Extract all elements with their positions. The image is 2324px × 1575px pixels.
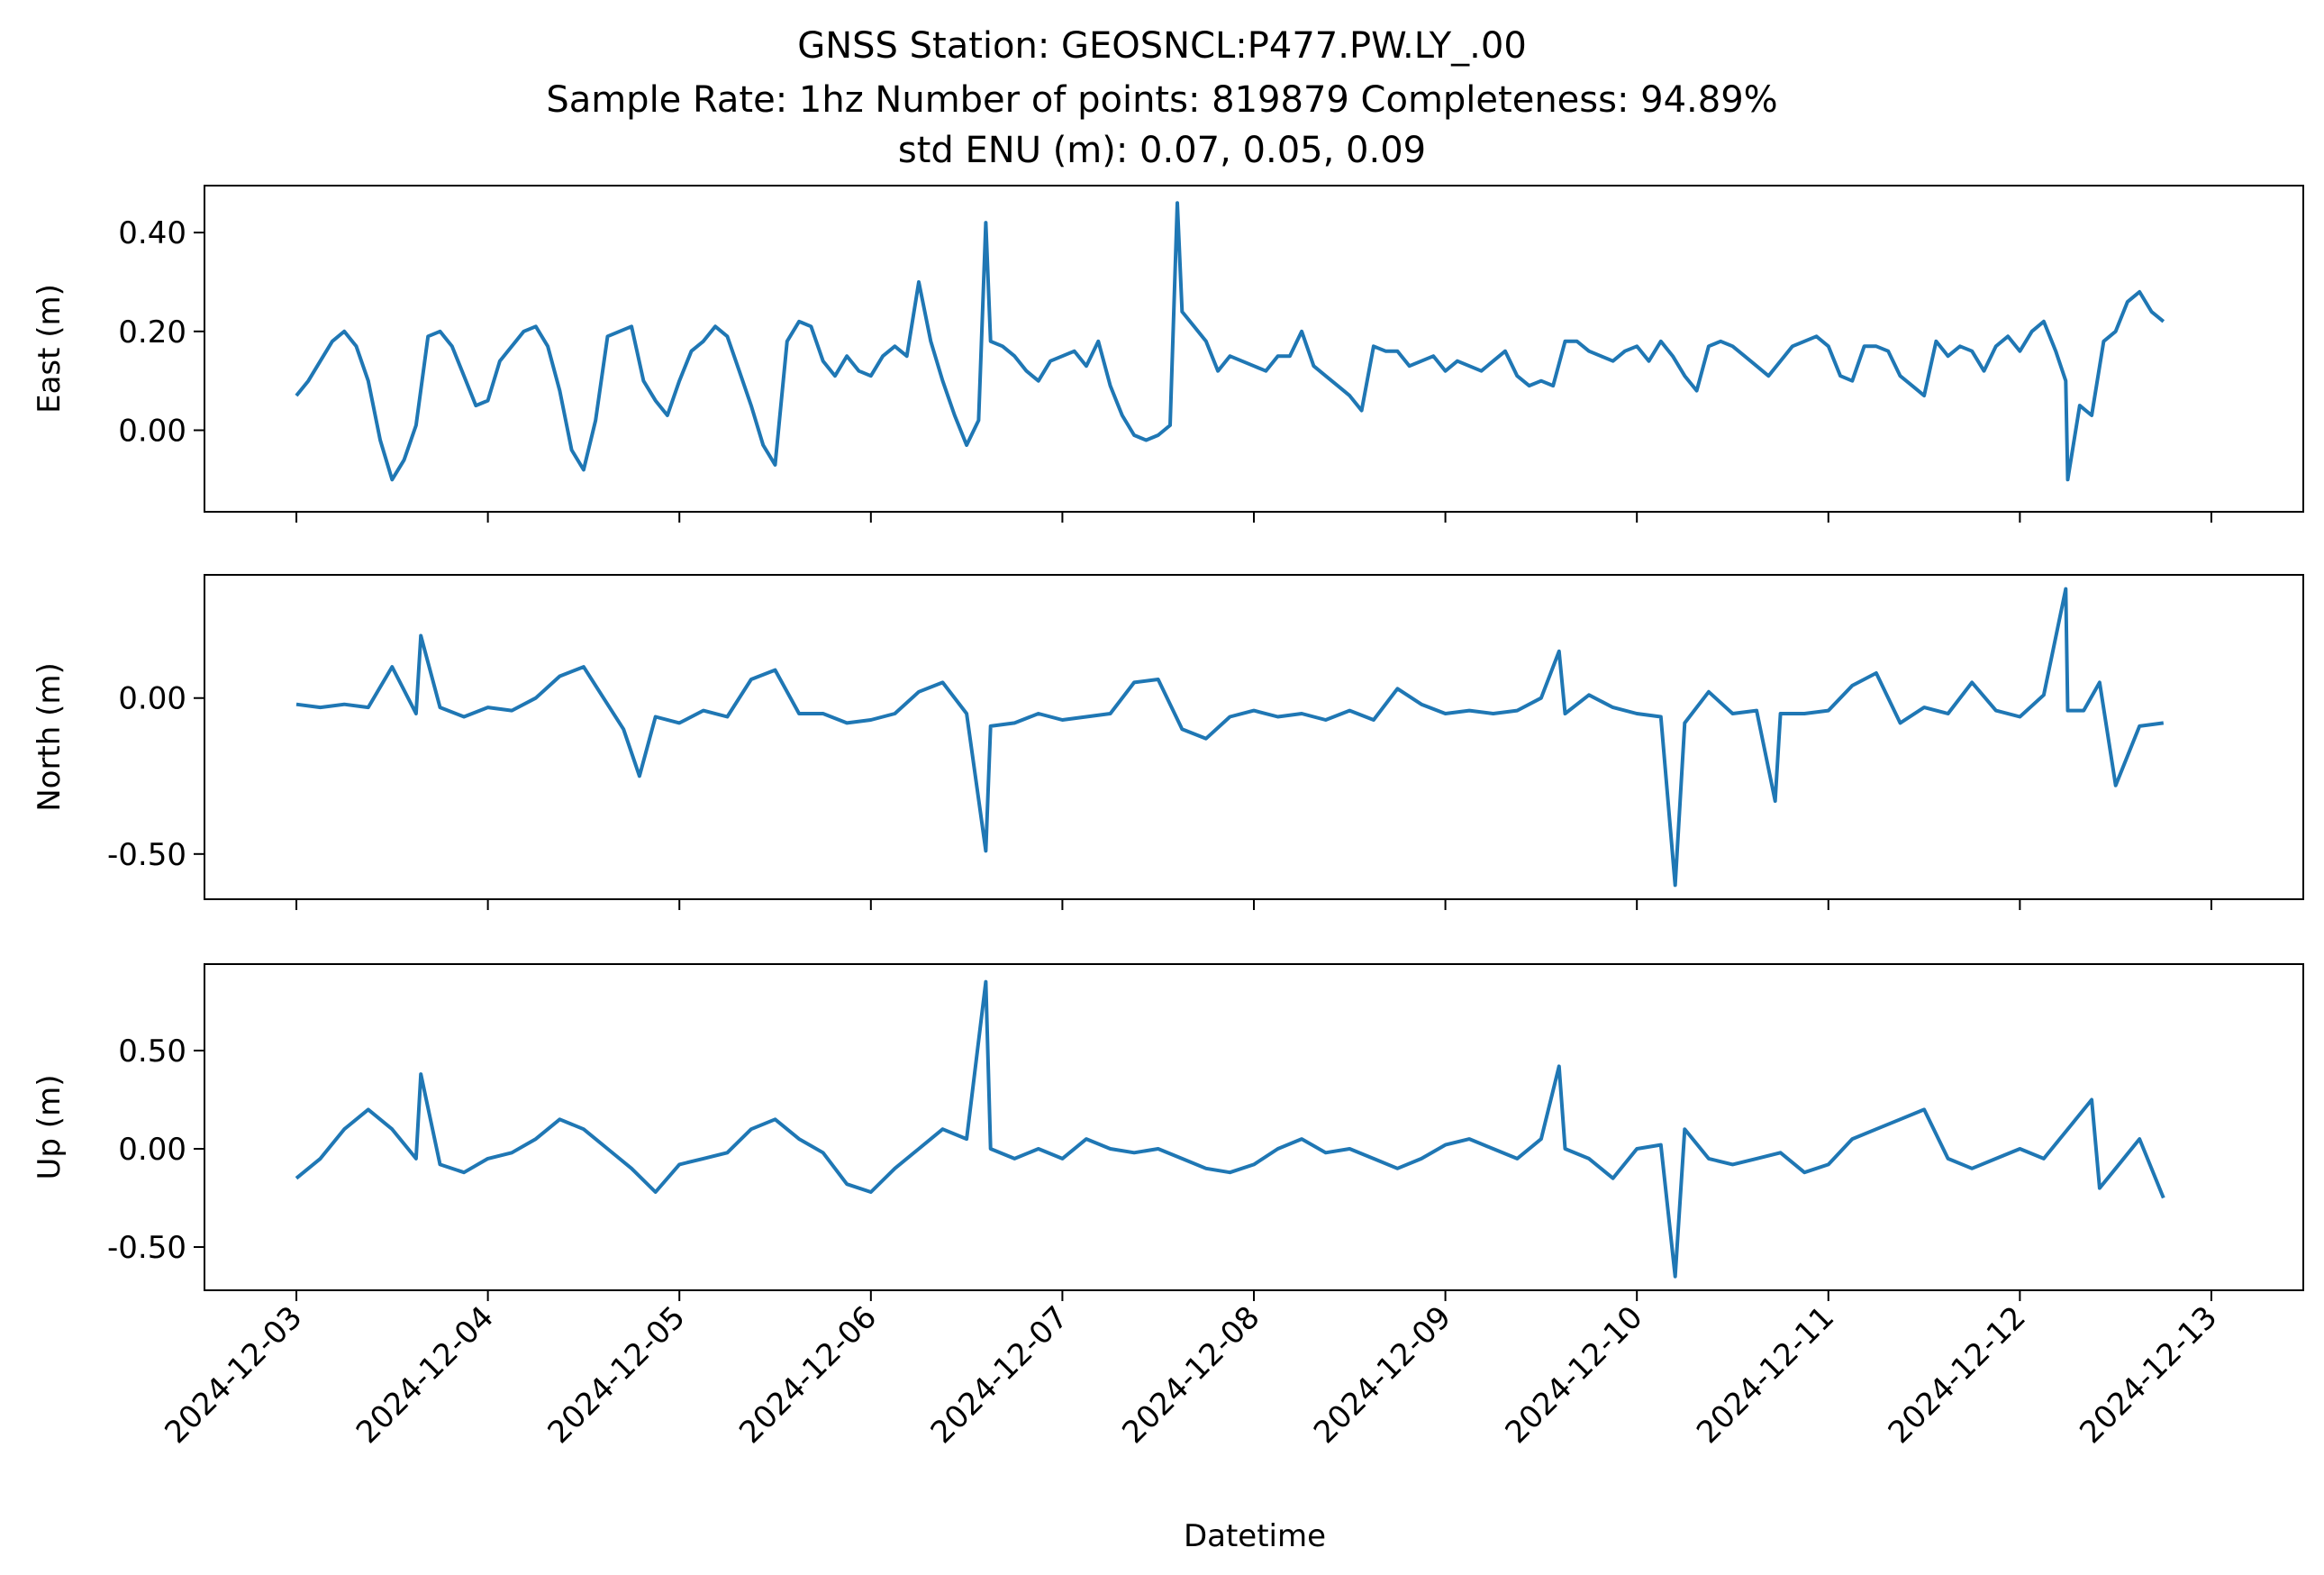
y-tick-label: 0.00	[118, 681, 186, 717]
y-axis-label: North (m)	[32, 662, 68, 812]
y-axis-label: Up (m)	[32, 1075, 68, 1180]
y-tick-label: 0.50	[118, 1033, 186, 1070]
y-tick-label: -0.50	[107, 837, 186, 873]
y-tick-label: 0.00	[118, 1132, 186, 1168]
series-line	[295, 201, 2165, 482]
y-tick-label: -0.50	[107, 1230, 186, 1266]
y-tick-label: 0.40	[118, 215, 186, 251]
y-tick-label: 0.20	[118, 314, 186, 351]
chart-title-line-3: std ENU (m): 0.07, 0.05, 0.09	[898, 130, 1426, 171]
y-axis-label: East (m)	[32, 284, 68, 414]
x-axis-label: Datetime	[1184, 1518, 1326, 1554]
series-line	[295, 979, 2165, 1279]
chart-title-line-2: Sample Rate: 1hz Number of points: 81987…	[546, 79, 1777, 121]
y-tick-label: 0.00	[118, 414, 186, 450]
chart-title-line-1: GNSS Station: GEOSNCL:P477.PW.LY_.00	[797, 25, 1527, 67]
east-panel: 0.00 0.20 0.40 East (m)	[32, 185, 2304, 523]
series-line	[295, 587, 2165, 888]
north-panel: 0.00 -0.50 North (m)	[32, 574, 2304, 910]
